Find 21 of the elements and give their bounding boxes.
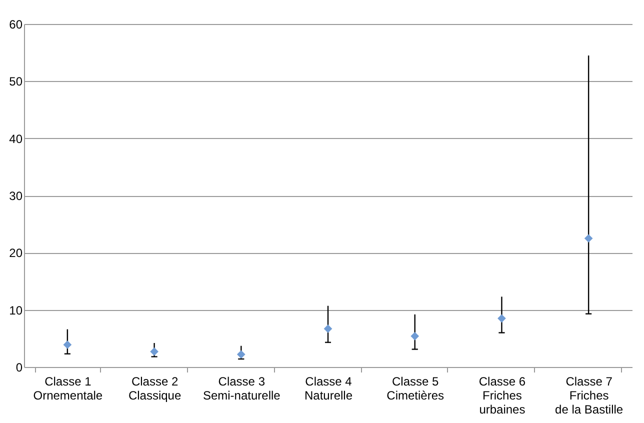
point	[150, 347, 158, 356]
x-tick-label: Classe 2 Classique	[128, 374, 182, 402]
y-tick-label: 10	[9, 303, 23, 318]
y-tick-label: 50	[9, 74, 23, 89]
point	[584, 234, 593, 243]
x-tick-label: Classe 7 Friches de la Bastille	[555, 374, 624, 416]
x-tick-label: Classe 1 Ornementale	[33, 374, 103, 402]
point	[63, 340, 72, 349]
x-tick-label: Classe 6 Friches urbaines	[478, 374, 526, 416]
point	[324, 324, 332, 333]
y-tick-label: 30	[9, 189, 23, 203]
point	[498, 314, 506, 323]
point	[410, 332, 420, 340]
x-tick-label: Classe 3 Semi-naturelle	[202, 374, 281, 402]
x-tick-label: Classe 4 Naturelle	[304, 374, 353, 402]
x-tick-label: Classe 5 Cimetières	[386, 374, 444, 402]
y-tick-label: 40	[9, 132, 23, 146]
point	[236, 350, 246, 359]
y-tick-label: 20	[9, 246, 23, 260]
y-tick-label: 0	[16, 360, 23, 374]
y-tick-label: 60	[9, 18, 23, 32]
